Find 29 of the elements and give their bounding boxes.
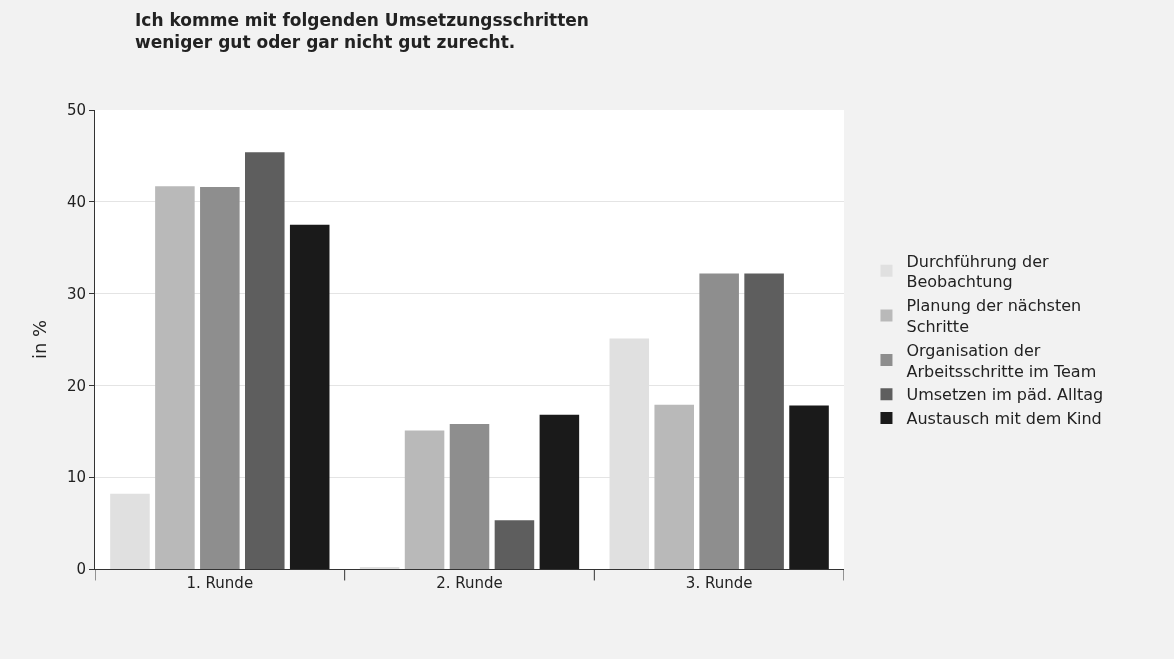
bar [200,187,240,569]
y-tick-label: 40 [66,193,86,212]
chart-title: Ich komme mit folgenden Umsetzungsschritten weniger gut oder gar nicht gut zurecht. [135,10,589,53]
bar [449,423,490,569]
bar [654,404,694,569]
bar [789,405,829,569]
y-tick-label: 0 [76,560,86,579]
bar [155,186,195,569]
bar [699,273,739,569]
x-tick-label: 2. Runde [436,574,503,592]
legend-label: Durchführung der Beobachtung [906,251,1050,292]
bar [539,414,580,569]
legend-label: Austausch mit dem Kind [906,409,1102,429]
x-tick-label: 3. Runde [685,574,753,592]
bar [494,520,535,569]
y-tick-label: 10 [66,468,86,487]
legend-label: Planung der nächsten Schritte [906,296,1082,337]
y-tick-label: 30 [66,284,86,303]
legend-label: Organisation der Arbeitsschritte im Team [906,340,1097,381]
legend-label: Umsetzen im päd. Alltag [906,385,1104,405]
y-tick-label: 20 [66,376,86,395]
bar [245,152,285,569]
bar [744,273,784,569]
y-tick-label: 50 [66,101,86,120]
bar [110,493,150,569]
bar [289,224,330,569]
bar [404,430,445,569]
x-tick-label: 1. Runde [186,574,254,592]
y-axis-title: in % [29,319,51,360]
